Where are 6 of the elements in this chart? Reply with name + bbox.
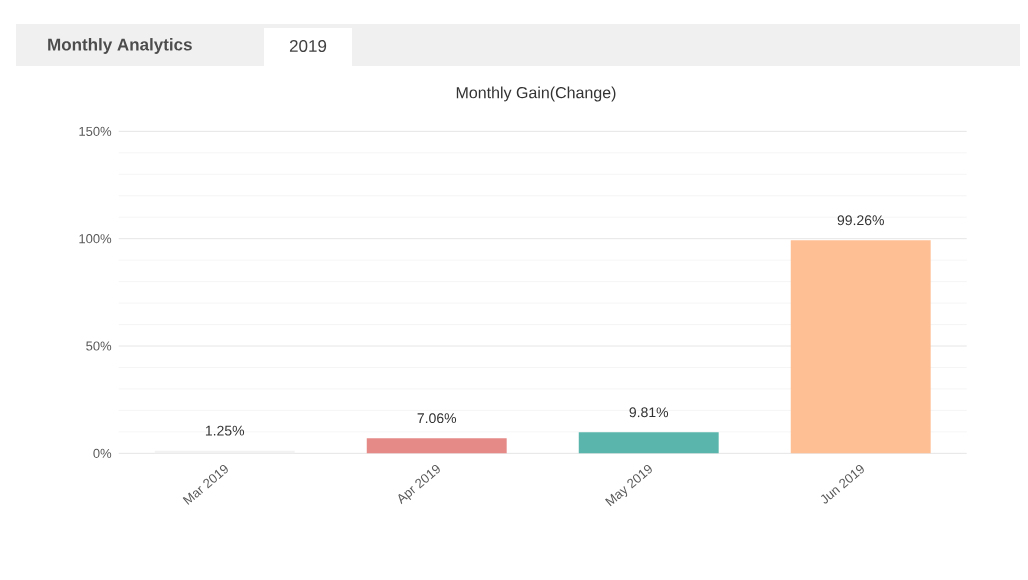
chart-title: Monthly Gain(Change)	[456, 86, 616, 102]
bar	[366, 438, 507, 454]
bar	[790, 240, 931, 454]
bar	[578, 432, 719, 454]
text: 2019	[289, 39, 327, 53]
text: Monthly Analytics	[48, 38, 192, 54]
